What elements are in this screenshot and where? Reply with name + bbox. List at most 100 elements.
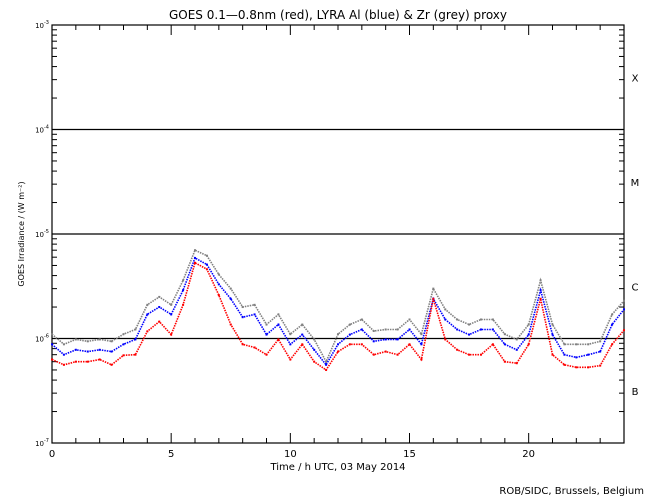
data-point (503, 343, 506, 346)
data-point (480, 353, 482, 356)
data-point (372, 353, 375, 356)
data-point (384, 328, 387, 331)
data-point (122, 333, 125, 336)
data-point (468, 353, 471, 356)
data-point (146, 313, 149, 316)
data-point (265, 333, 268, 336)
data-point (313, 360, 316, 363)
y-axis-label: GOES Irradiance / (W m⁻²) (17, 181, 26, 286)
data-point (51, 358, 53, 361)
data-point (217, 294, 220, 297)
data-point (599, 364, 602, 367)
data-point (98, 358, 101, 361)
data-point (384, 350, 387, 353)
data-point (480, 318, 482, 321)
data-point (480, 328, 482, 331)
y-tick-base: 10 (35, 231, 44, 239)
data-point (182, 279, 185, 282)
data-point (587, 343, 590, 346)
data-point (456, 318, 459, 321)
data-point (348, 323, 351, 326)
data-point (372, 329, 375, 332)
x-tick-label: 15 (403, 449, 416, 460)
data-point (337, 350, 339, 353)
data-point (468, 323, 471, 326)
data-point (444, 308, 447, 311)
data-point (396, 338, 399, 341)
data-point (575, 366, 578, 369)
data-point (217, 283, 220, 286)
data-point (372, 340, 375, 343)
data-point (301, 343, 304, 346)
data-point (277, 323, 280, 326)
data-point (170, 303, 173, 306)
data-point (205, 268, 208, 271)
data-point (86, 350, 89, 353)
data-point (563, 363, 566, 366)
y-tick-label: 10-6 (35, 334, 49, 344)
data-point (563, 343, 566, 346)
data-point (134, 338, 137, 341)
data-point (491, 343, 494, 346)
data-point (110, 340, 113, 343)
y-tick-base: 10 (35, 127, 44, 135)
data-point (611, 323, 614, 326)
data-point (301, 323, 304, 326)
data-point (503, 360, 506, 363)
data-point (182, 303, 185, 306)
data-point (241, 316, 244, 319)
data-point (551, 333, 554, 336)
data-point (170, 333, 173, 336)
data-point (611, 343, 614, 346)
y-tick-label: 10-4 (35, 125, 49, 135)
data-point (110, 350, 113, 353)
data-point (491, 328, 494, 331)
data-point (527, 323, 530, 326)
data-point (253, 346, 256, 349)
flare-class-label: C (632, 282, 639, 293)
data-point (551, 353, 554, 356)
data-point (86, 360, 89, 363)
data-point (432, 297, 435, 300)
y-tick-exponent: -6 (44, 334, 49, 340)
data-point (265, 323, 268, 326)
data-point (337, 333, 339, 336)
data-point (62, 353, 65, 356)
flare-class-label: X (632, 73, 639, 84)
data-point (146, 303, 149, 306)
data-point (408, 343, 411, 346)
y-tick-exponent: -4 (44, 125, 49, 131)
y-tick-base: 10 (35, 336, 44, 344)
data-point (217, 273, 220, 276)
data-point (158, 320, 161, 323)
flare-class-label: M (631, 178, 640, 189)
y-tick-label: 10-5 (35, 229, 49, 239)
data-point (241, 343, 244, 346)
y-tick-label: 10-3 (35, 20, 49, 30)
series-goes-0-1-0-8nm (51, 261, 625, 372)
data-point (623, 299, 625, 302)
data-point (444, 338, 447, 341)
data-point (122, 354, 125, 357)
data-point (551, 323, 554, 326)
data-point (360, 343, 363, 346)
data-point (229, 297, 232, 300)
data-point (194, 261, 196, 264)
data-point (229, 287, 232, 290)
data-point (527, 343, 530, 346)
data-point (539, 297, 542, 300)
data-point (98, 348, 101, 351)
data-point (205, 263, 208, 266)
x-tick-label: 10 (284, 449, 297, 460)
flare-class-label: B (632, 387, 639, 398)
data-point (146, 330, 149, 333)
data-point (182, 289, 185, 292)
data-point (229, 323, 232, 326)
data-point (51, 333, 53, 336)
y-tick-base: 10 (35, 22, 44, 30)
data-point (539, 289, 542, 292)
data-point (468, 333, 471, 336)
data-point (539, 279, 542, 282)
credit-text: ROB/SIDC, Brussels, Belgium (499, 486, 644, 497)
